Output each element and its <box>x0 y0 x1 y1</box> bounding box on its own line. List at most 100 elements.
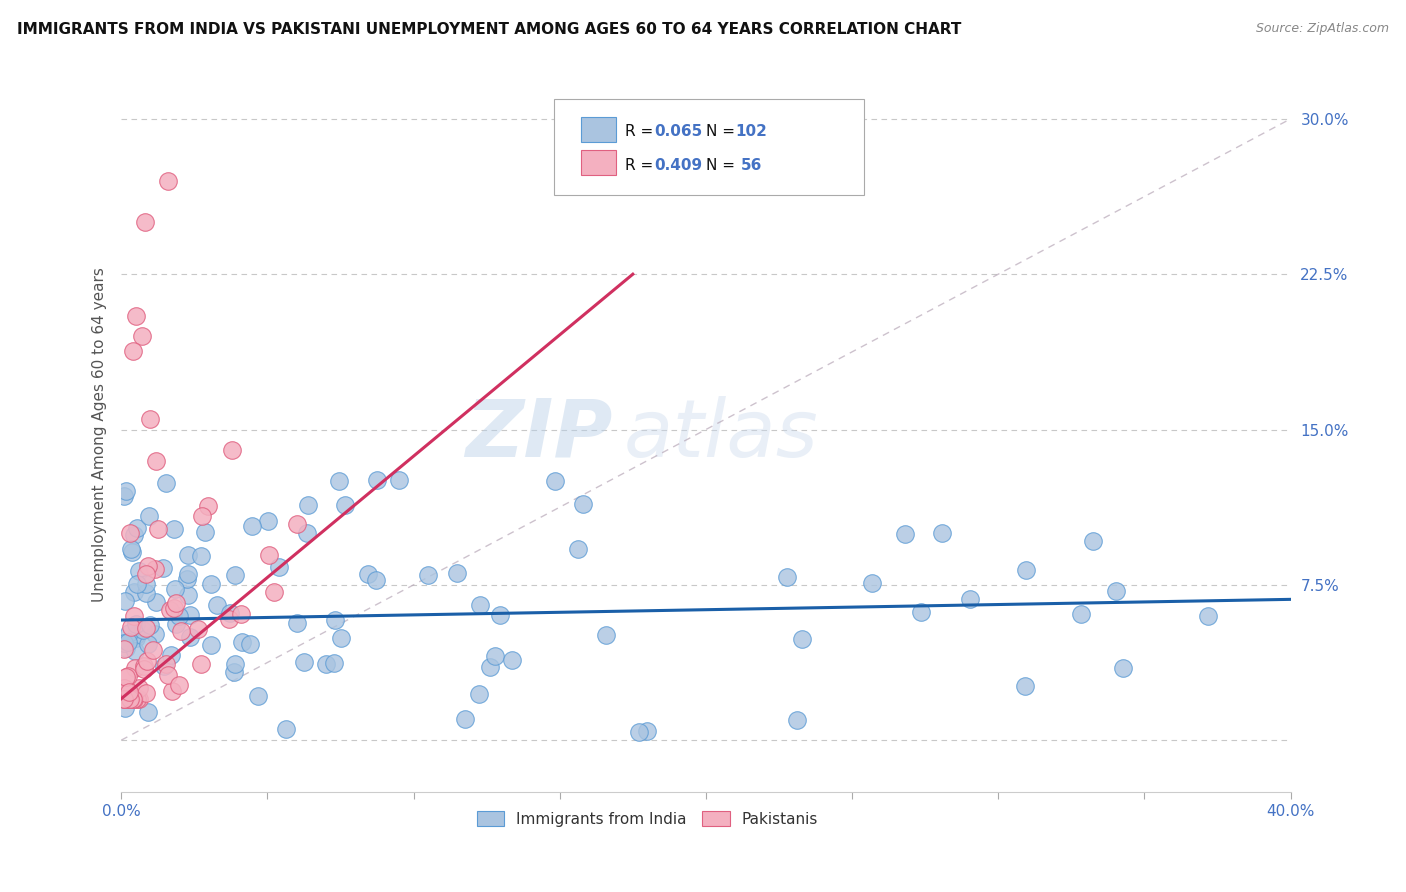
Point <box>120 691 142 706</box>
Point <box>135 567 157 582</box>
Point <box>501 653 523 667</box>
Point <box>122 343 145 358</box>
Text: ZIP: ZIP <box>465 396 613 474</box>
Point <box>187 622 209 636</box>
Point <box>177 566 200 581</box>
Point <box>1015 563 1038 577</box>
Point <box>122 527 145 541</box>
Point <box>121 545 143 559</box>
Point <box>118 526 141 541</box>
Point <box>627 725 650 739</box>
Point <box>274 722 297 736</box>
Point <box>160 648 183 663</box>
Point <box>479 660 502 674</box>
Point <box>197 500 219 514</box>
Point <box>776 570 799 584</box>
Point <box>1105 584 1128 599</box>
Point <box>200 638 222 652</box>
Point <box>156 174 179 188</box>
Legend: Immigrants from India, Pakistanis: Immigrants from India, Pakistanis <box>470 804 825 834</box>
Point <box>112 691 135 706</box>
Point <box>931 525 953 540</box>
Point <box>120 691 142 706</box>
Point <box>179 630 201 644</box>
Point <box>1081 533 1104 548</box>
Point <box>125 628 148 642</box>
Point <box>135 577 157 591</box>
Point <box>112 691 135 706</box>
Text: 0.065: 0.065 <box>654 124 703 139</box>
Point <box>155 476 177 491</box>
Point <box>135 686 157 700</box>
Point <box>177 549 200 563</box>
Point <box>330 631 353 645</box>
Point <box>134 659 156 673</box>
Point <box>115 484 138 499</box>
Point <box>118 685 141 699</box>
Point <box>297 525 319 540</box>
Point <box>117 683 139 698</box>
Point <box>446 566 468 580</box>
Point <box>366 573 388 587</box>
Point <box>122 584 145 599</box>
Point <box>231 634 253 648</box>
Point <box>114 641 136 656</box>
Point <box>218 612 240 626</box>
Point <box>200 577 222 591</box>
Text: N =: N = <box>706 124 740 139</box>
Point <box>894 527 917 541</box>
Point <box>571 497 593 511</box>
Point <box>122 691 145 706</box>
Point <box>155 657 177 671</box>
Point <box>263 585 285 599</box>
Point <box>790 632 813 646</box>
Point <box>191 509 214 524</box>
Point <box>132 623 155 637</box>
Point <box>222 665 245 680</box>
Point <box>114 691 136 706</box>
Point <box>194 524 217 539</box>
Point <box>163 582 186 597</box>
Point <box>247 690 270 704</box>
Point <box>138 508 160 523</box>
Point <box>190 657 212 671</box>
Point <box>136 705 159 719</box>
Point <box>128 565 150 579</box>
Point <box>120 620 142 634</box>
Point <box>170 624 193 638</box>
Point <box>139 618 162 632</box>
Text: 0.409: 0.409 <box>654 158 703 173</box>
Point <box>135 621 157 635</box>
Point <box>297 498 319 512</box>
Point <box>135 586 157 600</box>
Point <box>120 541 142 556</box>
Point <box>114 670 136 684</box>
Text: Source: ZipAtlas.com: Source: ZipAtlas.com <box>1256 22 1389 36</box>
Point <box>125 309 148 323</box>
Point <box>636 723 658 738</box>
Point <box>229 607 252 622</box>
Point <box>240 519 263 533</box>
Point <box>207 598 229 612</box>
Y-axis label: Unemployment Among Ages 60 to 64 years: Unemployment Among Ages 60 to 64 years <box>93 268 107 602</box>
Point <box>1014 679 1036 693</box>
Point <box>124 661 146 675</box>
Point <box>1197 609 1219 624</box>
Point <box>157 667 180 681</box>
Point <box>468 599 491 613</box>
Point <box>179 607 201 622</box>
Point <box>328 474 350 488</box>
Point <box>131 329 153 343</box>
Point <box>544 475 567 489</box>
Point <box>143 627 166 641</box>
Point <box>128 681 150 696</box>
Text: IMMIGRANTS FROM INDIA VS PAKISTANI UNEMPLOYMENT AMONG AGES 60 TO 64 YEARS CORREL: IMMIGRANTS FROM INDIA VS PAKISTANI UNEMP… <box>17 22 962 37</box>
Text: 56: 56 <box>741 158 762 173</box>
Point <box>132 662 155 676</box>
Point <box>112 641 135 656</box>
Point <box>323 656 346 670</box>
Point <box>136 637 159 651</box>
Point <box>453 712 475 726</box>
Point <box>163 522 186 536</box>
Point <box>145 595 167 609</box>
